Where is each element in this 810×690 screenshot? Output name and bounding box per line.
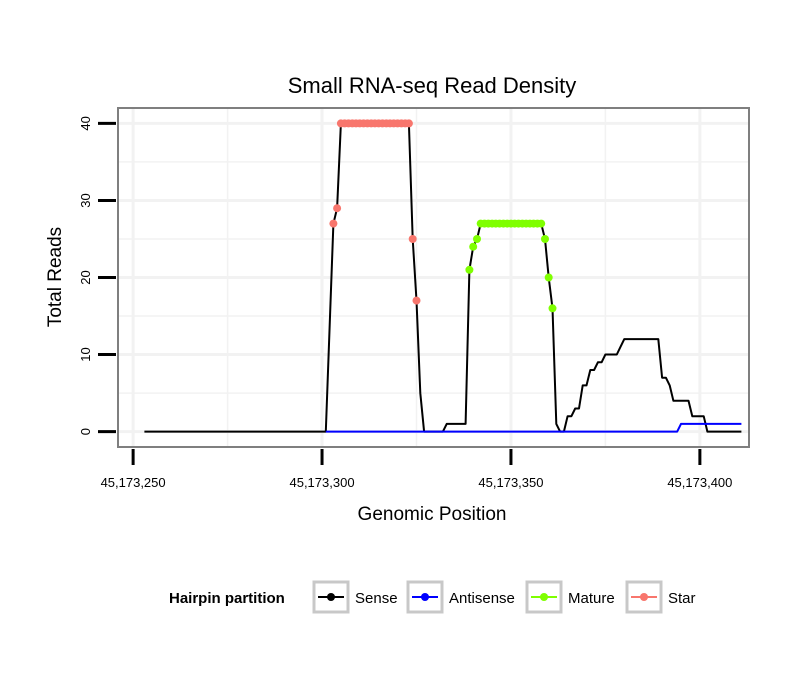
data-point-mature xyxy=(541,235,549,243)
data-point-star xyxy=(408,235,417,243)
chart-title: Small RNA-seq Read Density xyxy=(288,73,577,98)
data-point-mature xyxy=(548,304,557,313)
data-point-star xyxy=(412,296,421,305)
legend-label-star: Star xyxy=(668,590,696,607)
y-axis: 0 10 20 30 40 xyxy=(78,116,116,435)
y-tick-label: 30 xyxy=(78,193,93,207)
data-point-star xyxy=(404,119,413,128)
y-tick-label: 40 xyxy=(78,116,93,130)
legend-key-point xyxy=(540,593,548,601)
x-axis: 45,173,250 45,173,300 45,173,350 45,173,400 xyxy=(101,449,732,490)
plot-panel-border xyxy=(117,107,750,448)
series-line-sense xyxy=(144,122,742,433)
x-tick-label: 45,173,350 xyxy=(478,475,543,490)
legend-label-antisense: Antisense xyxy=(449,590,515,607)
data-point-mature xyxy=(473,235,481,243)
x-tick-label: 45,173,400 xyxy=(667,475,732,490)
y-axis-title: Total Reads xyxy=(45,227,66,327)
series-line-antisense xyxy=(325,422,742,433)
legend-key-point xyxy=(327,593,335,601)
x-tick-label: 45,173,300 xyxy=(289,475,354,490)
data-point-mature xyxy=(469,242,478,251)
x-axis-title: Genomic Position xyxy=(358,504,507,525)
grid-lines xyxy=(118,108,749,447)
legend-label-sense: Sense xyxy=(355,590,398,607)
data-point-mature xyxy=(544,273,553,282)
series-layer xyxy=(144,119,742,433)
data-point-star xyxy=(333,204,342,213)
legend-key-point xyxy=(421,593,429,601)
legend: Hairpin partition Sense Antisense Mature St… xyxy=(169,580,696,614)
data-point-star xyxy=(329,219,338,228)
data-point-mature xyxy=(537,219,546,228)
y-tick-label: 10 xyxy=(78,347,93,361)
y-tick-label: 0 xyxy=(78,428,93,435)
legend-key-point xyxy=(640,593,648,601)
data-point-mature xyxy=(465,265,474,274)
x-tick-label: 45,173,250 xyxy=(101,475,166,490)
legend-label-mature: Mature xyxy=(568,590,615,607)
legend-title: Hairpin partition xyxy=(169,590,285,607)
y-tick-label: 20 xyxy=(78,270,93,284)
